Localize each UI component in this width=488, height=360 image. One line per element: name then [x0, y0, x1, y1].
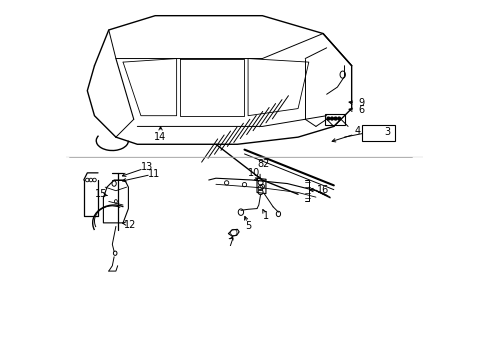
- Text: 10: 10: [248, 168, 260, 178]
- Text: 15: 15: [95, 189, 107, 199]
- Text: 3: 3: [384, 127, 389, 138]
- FancyBboxPatch shape: [362, 125, 394, 141]
- Text: 1: 1: [263, 211, 268, 221]
- Text: 7: 7: [226, 238, 233, 248]
- Text: 2: 2: [262, 159, 268, 169]
- Circle shape: [337, 117, 340, 120]
- Text: 16: 16: [316, 185, 328, 195]
- Text: 14: 14: [154, 132, 166, 142]
- Text: 9: 9: [358, 98, 364, 108]
- Text: 13: 13: [141, 162, 153, 172]
- Text: 11: 11: [148, 168, 160, 179]
- Text: 4: 4: [354, 126, 361, 136]
- Text: 5: 5: [245, 221, 251, 231]
- Text: 8: 8: [257, 159, 263, 169]
- Text: 6: 6: [358, 105, 364, 115]
- Circle shape: [326, 117, 329, 120]
- Circle shape: [330, 117, 333, 120]
- Circle shape: [333, 117, 336, 120]
- Text: 12: 12: [124, 220, 136, 230]
